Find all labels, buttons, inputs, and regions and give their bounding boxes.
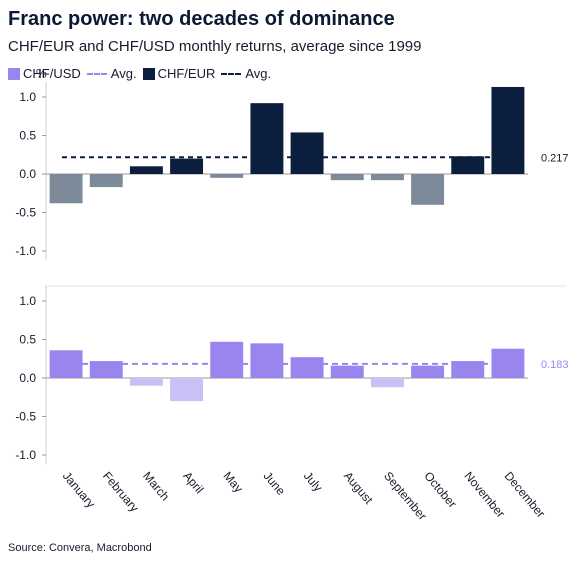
legend-item-usd-avg: Avg. xyxy=(86,66,137,81)
y-tick-label-eur: -1.0 xyxy=(15,244,36,258)
legend-line-usd-avg xyxy=(86,72,107,75)
chart-subtitle: CHF/EUR and CHF/USD monthly returns, ave… xyxy=(8,38,422,55)
y-tick-label-usd: 0.5 xyxy=(19,333,36,347)
bar-usd-july xyxy=(290,357,324,378)
x-tick-label-june: June xyxy=(261,469,289,498)
legend-item-chf-usd: CHF/USD xyxy=(8,66,81,81)
x-tick-label-february: February xyxy=(100,469,142,515)
chart-title: Franc power: two decades of dominance xyxy=(8,8,395,30)
x-tick-label-october: October xyxy=(421,469,459,511)
bar-eur-july xyxy=(290,132,324,174)
legend-label-chf-eur: CHF/EUR xyxy=(157,66,216,81)
legend-item-eur-avg: Avg. xyxy=(221,66,271,81)
x-tick-label-august: August xyxy=(341,469,376,507)
y-tick-label-usd: 1.0 xyxy=(19,294,36,308)
x-tick-label-november: November xyxy=(461,469,507,520)
y-tick-label-eur: 1.0 xyxy=(19,90,36,104)
bar-eur-june xyxy=(250,103,284,174)
legend-label-eur-avg: Avg. xyxy=(245,66,272,81)
legend-line-eur-avg xyxy=(221,72,242,75)
bar-usd-november xyxy=(451,361,485,378)
bar-eur-january xyxy=(49,174,83,204)
x-tick-label-march: March xyxy=(140,469,172,504)
bar-usd-june xyxy=(250,343,284,378)
x-tick-label-july: July xyxy=(301,469,325,494)
y-tick-label-usd: -0.5 xyxy=(15,410,36,424)
x-tick-label-january: January xyxy=(60,469,98,511)
bar-usd-may xyxy=(210,341,244,378)
bar-eur-february xyxy=(89,174,123,188)
legend-item-chf-eur: CHF/EUR xyxy=(142,66,216,81)
legend-label-usd-avg: Avg. xyxy=(110,66,137,81)
y-tick-label-eur: 0.5 xyxy=(19,129,36,143)
y-tick-label-eur: 0.0 xyxy=(19,167,36,181)
legend-swatch-chf-usd xyxy=(8,67,20,80)
bar-eur-october xyxy=(411,174,445,205)
y-tick-label-usd: -1.0 xyxy=(15,448,36,462)
bar-eur-september xyxy=(370,174,404,181)
legend-swatch-chf-eur xyxy=(142,67,155,80)
y-tick-label-eur: -0.5 xyxy=(15,206,36,220)
average-label-usd: 0.183 xyxy=(541,359,569,371)
legend-label-chf-usd: CHF/USD xyxy=(23,66,81,81)
bar-eur-april xyxy=(170,158,204,174)
x-tick-label-april: April xyxy=(180,469,206,496)
bar-eur-august xyxy=(330,174,364,181)
y-tick-label-usd: 0.0 xyxy=(19,371,36,385)
bar-usd-september xyxy=(370,378,404,388)
x-tick-label-may: May xyxy=(220,469,245,495)
bar-usd-october xyxy=(411,365,445,378)
legend: CHF/USD Avg. CHF/EUR Avg. xyxy=(8,66,277,81)
bar-eur-may xyxy=(210,174,244,178)
y-axis-unit-label: % xyxy=(36,67,47,81)
average-label-eur: 0.217 xyxy=(541,152,569,164)
bar-usd-april xyxy=(170,378,204,402)
bar-usd-march xyxy=(129,378,163,386)
source-note: Source: Convera, Macrobond xyxy=(8,542,152,554)
bar-usd-february xyxy=(89,361,123,378)
bar-eur-november xyxy=(451,156,485,174)
bar-eur-march xyxy=(129,166,163,174)
x-tick-label-december: December xyxy=(502,469,548,520)
bar-eur-december xyxy=(491,86,525,174)
bar-usd-august xyxy=(330,365,364,378)
